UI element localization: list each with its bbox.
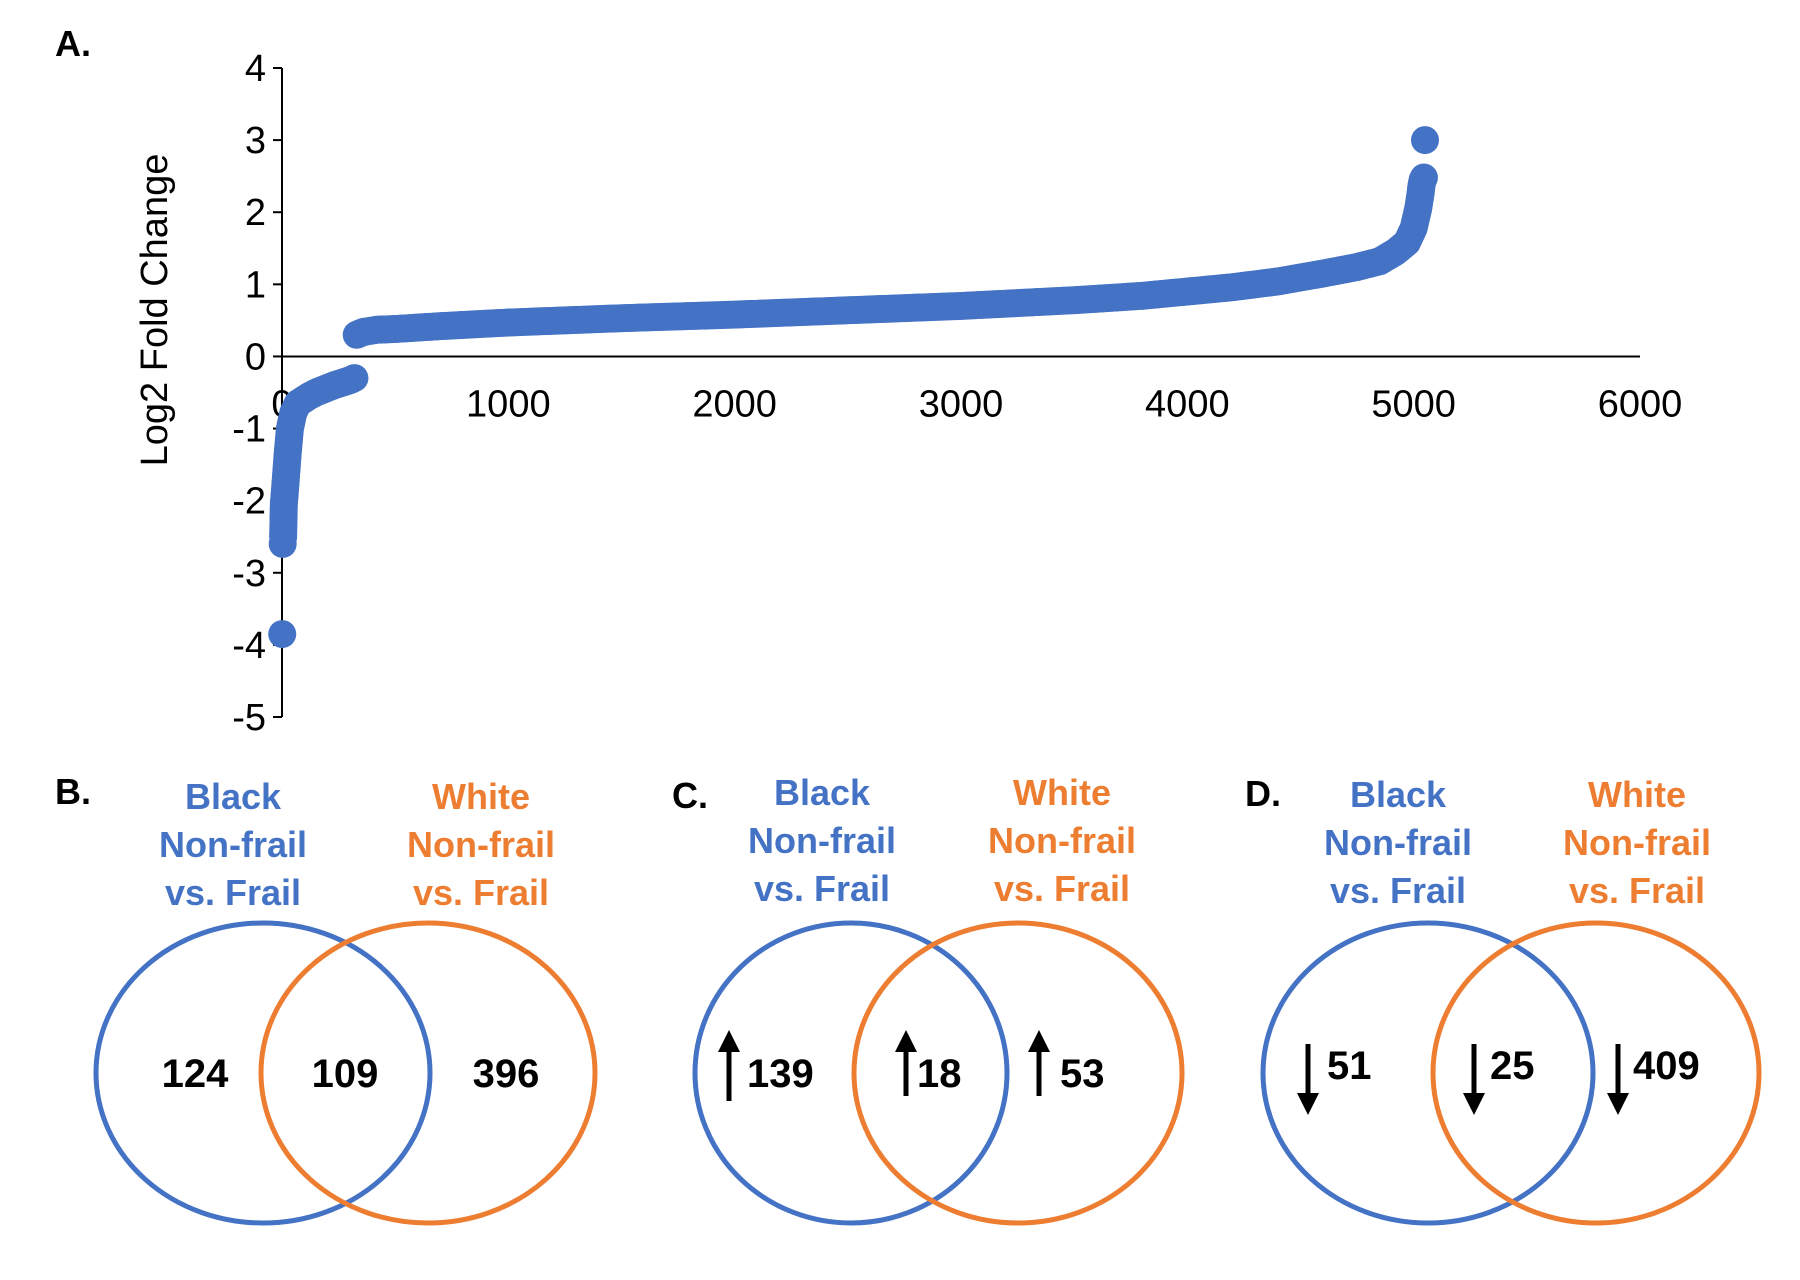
y-tick-label: 0 bbox=[245, 336, 266, 378]
venn-d-white-only-count: 409 bbox=[1633, 1044, 1700, 1088]
venn-b-black-title-line1: Black bbox=[185, 776, 282, 817]
data-points bbox=[268, 126, 1439, 649]
venn-b-white-title-line2: Non-frail bbox=[407, 824, 555, 865]
venn-c-white-title-line2: Non-frail bbox=[988, 820, 1136, 861]
x-tick-label: 5000 bbox=[1371, 383, 1456, 425]
panel-label-d: D. bbox=[1245, 773, 1281, 814]
venn-c-white-title-line1: White bbox=[1013, 772, 1111, 813]
x-tick-label: 2000 bbox=[692, 383, 777, 425]
venn-d-black-title-line2: Non-frail bbox=[1324, 822, 1472, 863]
venn-b-white-circle bbox=[258, 920, 598, 1226]
y-tick-label: -4 bbox=[232, 625, 266, 667]
venn-d-black-title-line3: vs. Frail bbox=[1330, 870, 1466, 911]
arrow-up-icon bbox=[718, 1030, 740, 1101]
y-tick-label: -5 bbox=[232, 697, 266, 739]
data-point bbox=[1410, 126, 1439, 155]
venn-b-black-only-count: 124 bbox=[162, 1052, 229, 1096]
x-tick-label: 4000 bbox=[1145, 383, 1230, 425]
venn-d-white-title-line2: Non-frail bbox=[1563, 822, 1711, 863]
venn-d-black-circle bbox=[1260, 920, 1596, 1226]
venn-b-black-circle bbox=[93, 920, 433, 1226]
venn-c-overlap-count: 18 bbox=[917, 1052, 962, 1096]
data-point bbox=[268, 620, 297, 649]
venn-c-white-only-count: 53 bbox=[1060, 1052, 1105, 1096]
x-tick-label: 1000 bbox=[466, 383, 551, 425]
venn-c-black-title-line1: Black bbox=[774, 772, 871, 813]
panel-label-a: A. bbox=[55, 23, 91, 64]
data-point bbox=[1409, 163, 1438, 192]
venn-d-overlap-count: 25 bbox=[1490, 1044, 1535, 1088]
venn-b-white-title-line3: vs. Frail bbox=[413, 872, 549, 913]
arrow-up-icon bbox=[1028, 1030, 1050, 1096]
y-tick-label: 2 bbox=[245, 192, 266, 234]
arrow-up-icon bbox=[895, 1030, 917, 1096]
venn-d-black-title-line1: Black bbox=[1350, 774, 1447, 815]
panel-label-c: C. bbox=[672, 775, 708, 816]
arrow-down-icon bbox=[1607, 1044, 1629, 1115]
venn-b-white-only-count: 396 bbox=[473, 1052, 540, 1096]
venn-d-white-circle bbox=[1430, 920, 1762, 1226]
venn-b-white-title-line1: White bbox=[432, 776, 530, 817]
venn-d: Black Non-frail vs. Frail White Non-frai… bbox=[1260, 774, 1762, 1226]
arrow-down-icon bbox=[1297, 1044, 1319, 1115]
venn-d-white-title-line1: White bbox=[1588, 774, 1686, 815]
venn-b-black-title-line2: Non-frail bbox=[159, 824, 307, 865]
x-tick-label: 3000 bbox=[919, 383, 1004, 425]
y-axis-ticks: 4 3 2 1 0 -1 -2 -3 -4 -5 bbox=[232, 48, 282, 739]
y-tick-label: 3 bbox=[245, 120, 266, 162]
data-point bbox=[340, 364, 369, 393]
venn-d-black-only-count: 51 bbox=[1327, 1044, 1372, 1088]
arrow-down-icon bbox=[1463, 1044, 1485, 1115]
y-tick-label: 1 bbox=[245, 264, 266, 306]
venn-c: Black Non-frail vs. Frail White Non-frai… bbox=[692, 772, 1185, 1226]
y-tick-label: -3 bbox=[232, 553, 266, 595]
x-axis-ticks: 0100020003000400050006000 bbox=[271, 383, 1682, 425]
y-tick-label: 4 bbox=[245, 48, 266, 90]
venn-b: Black Non-frail vs. Frail White Non-frai… bbox=[93, 776, 598, 1226]
venn-b-black-title-line3: vs. Frail bbox=[165, 872, 301, 913]
venn-c-black-circle bbox=[692, 920, 1010, 1226]
venn-c-white-title-line3: vs. Frail bbox=[994, 868, 1130, 909]
y-axis-title: Log2 Fold Change bbox=[134, 154, 176, 467]
venn-c-black-only-count: 139 bbox=[747, 1052, 814, 1096]
venn-d-white-title-line3: vs. Frail bbox=[1569, 870, 1705, 911]
x-tick-label: 6000 bbox=[1598, 383, 1683, 425]
panel-label-b: B. bbox=[55, 771, 91, 812]
venn-c-black-title-line3: vs. Frail bbox=[754, 868, 890, 909]
venn-c-white-circle bbox=[851, 920, 1185, 1226]
venn-b-overlap-count: 109 bbox=[312, 1052, 379, 1096]
venn-c-black-title-line2: Non-frail bbox=[748, 820, 896, 861]
y-tick-label: -1 bbox=[232, 409, 266, 451]
scatter-plot: 4 3 2 1 0 -1 -2 -3 -4 -5 0 1000 2000 3000 4000 5000 600… bbox=[134, 48, 1682, 739]
y-tick-label: -2 bbox=[232, 481, 266, 523]
